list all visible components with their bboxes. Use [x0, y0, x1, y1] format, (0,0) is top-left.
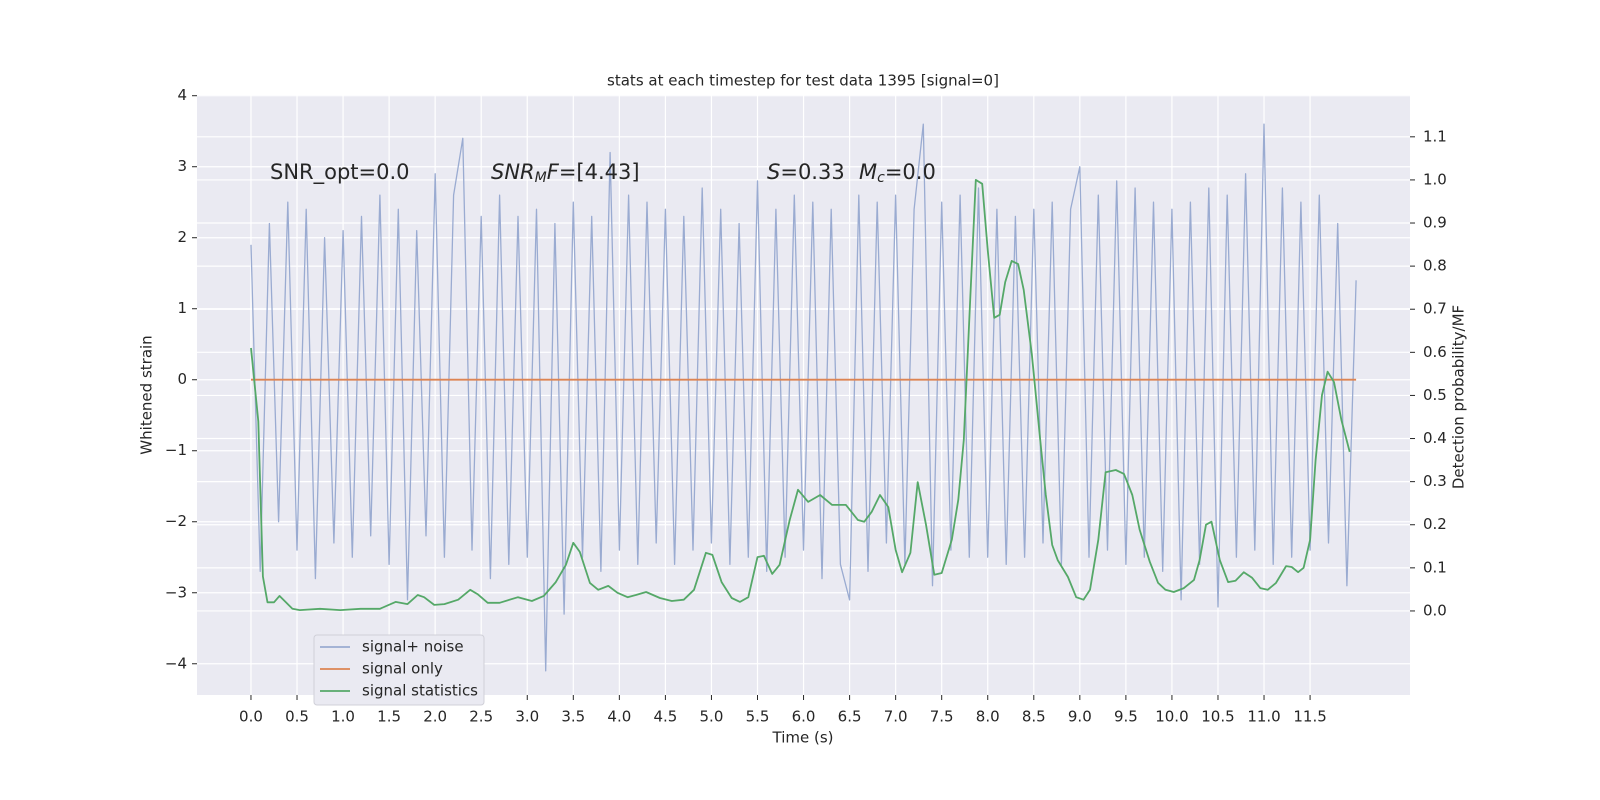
- y-tick-label: 2: [177, 228, 187, 246]
- y2-tick-label: 0.7: [1423, 300, 1447, 318]
- x-tick-label: 4.0: [607, 708, 631, 726]
- y2-tick-label: 1.0: [1423, 170, 1447, 188]
- annotations: SNR_opt=0.0 SNRMF=[4.43] S=0.33 Mc=0.0: [270, 160, 936, 186]
- x-tick-label: 4.5: [653, 708, 677, 726]
- x-tick-label: 10.0: [1155, 708, 1188, 726]
- series-line: [250, 123, 1357, 672]
- annotation-part: =[4.43]: [559, 160, 640, 184]
- x-tick-label: 6.0: [792, 708, 816, 726]
- x-tick-label: 7.5: [930, 708, 954, 726]
- y2-tick-label: 0.2: [1423, 515, 1447, 533]
- annotation: SNRMF=[4.43]: [491, 160, 640, 186]
- y-tick-label: −4: [165, 654, 187, 672]
- annotation: SNR_opt=0.0: [270, 160, 410, 185]
- grid: 0.0 0.5 1.0 1.5 2.0 2.5 3.0 3.5 4.0 4.5 5.0 5.5 6.0 6…: [165, 86, 1447, 725]
- x-tick-label: 0.0: [239, 708, 263, 726]
- x-tick-label: 1.5: [377, 708, 401, 726]
- chart-title: stats at each timestep for test data 139…: [607, 72, 999, 90]
- x-tick-label: 9.0: [1068, 708, 1092, 726]
- legend-box: [313, 634, 485, 706]
- annotation-part: SNR: [491, 160, 535, 184]
- legend: signal+ noise signal only signal statistic…: [313, 634, 485, 706]
- y-tick-label: 3: [177, 157, 187, 175]
- annotation: Mc=0.0: [859, 160, 936, 186]
- y2-tick-label: 0.1: [1423, 558, 1447, 576]
- annotation-part: M: [535, 170, 547, 186]
- x-tick-label: 2.0: [423, 708, 447, 726]
- y2-tick-label: 0.9: [1423, 214, 1447, 232]
- legend-label: signal only: [362, 660, 443, 678]
- y2-tick-label: 0.4: [1423, 429, 1447, 447]
- y2-tick-label: 1.1: [1423, 127, 1447, 145]
- y-tick-label: 1: [177, 299, 187, 317]
- annotation-part: =0.0: [885, 160, 936, 184]
- x-tick-label: 3.5: [561, 708, 585, 726]
- legend-label: signal+ noise: [362, 638, 464, 656]
- y-tick-label: −2: [165, 512, 187, 530]
- y-tick-label: −1: [165, 441, 187, 459]
- x-tick-label: 11.5: [1293, 708, 1326, 726]
- annotation-part: F: [547, 160, 560, 184]
- x-tick-label: 1.0: [331, 708, 355, 726]
- x-tick-label: 2.5: [469, 708, 493, 726]
- x-tick-label: 8.5: [1022, 708, 1046, 726]
- x-tick-label: 6.5: [838, 708, 862, 726]
- series-line: [250, 179, 1351, 611]
- x-tick-label: 8.0: [976, 708, 1000, 726]
- x-tick-label: 5.0: [700, 708, 724, 726]
- annotation-part: M: [859, 160, 877, 184]
- y-tick-label: 4: [177, 86, 187, 104]
- legend-label: signal statistics: [362, 682, 478, 700]
- x-tick-label: 7.0: [884, 708, 908, 726]
- annotation-part: =0.33: [780, 160, 844, 184]
- x-tick-label: 11.0: [1247, 708, 1280, 726]
- annotation-part: S: [767, 160, 780, 184]
- y2-axis-label: Detection probability/MF: [1450, 305, 1468, 489]
- x-tick-label: 0.5: [285, 708, 309, 726]
- annotation-part: SNR_opt=0.0: [270, 160, 410, 185]
- y-tick-label: −3: [165, 583, 187, 601]
- y2-tick-label: 0.6: [1423, 343, 1447, 361]
- annotation-part: c: [877, 170, 885, 186]
- annotation: S=0.33: [767, 160, 845, 184]
- x-tick-label: 5.5: [746, 708, 770, 726]
- y-tick-label: 0: [177, 370, 187, 388]
- y2-tick-label: 0.3: [1423, 472, 1447, 490]
- x-tick-label: 10.5: [1201, 708, 1234, 726]
- y2-tick-label: 0.5: [1423, 386, 1447, 404]
- x-tick-label: 3.0: [515, 708, 539, 726]
- x-axis-label: Time (s): [772, 729, 834, 747]
- y2-tick-label: 0.0: [1423, 601, 1447, 619]
- y-axis-label: Whitened strain: [138, 335, 156, 454]
- marks: [250, 123, 1357, 672]
- x-tick-label: 9.5: [1114, 708, 1138, 726]
- y2-tick-label: 0.8: [1423, 257, 1447, 275]
